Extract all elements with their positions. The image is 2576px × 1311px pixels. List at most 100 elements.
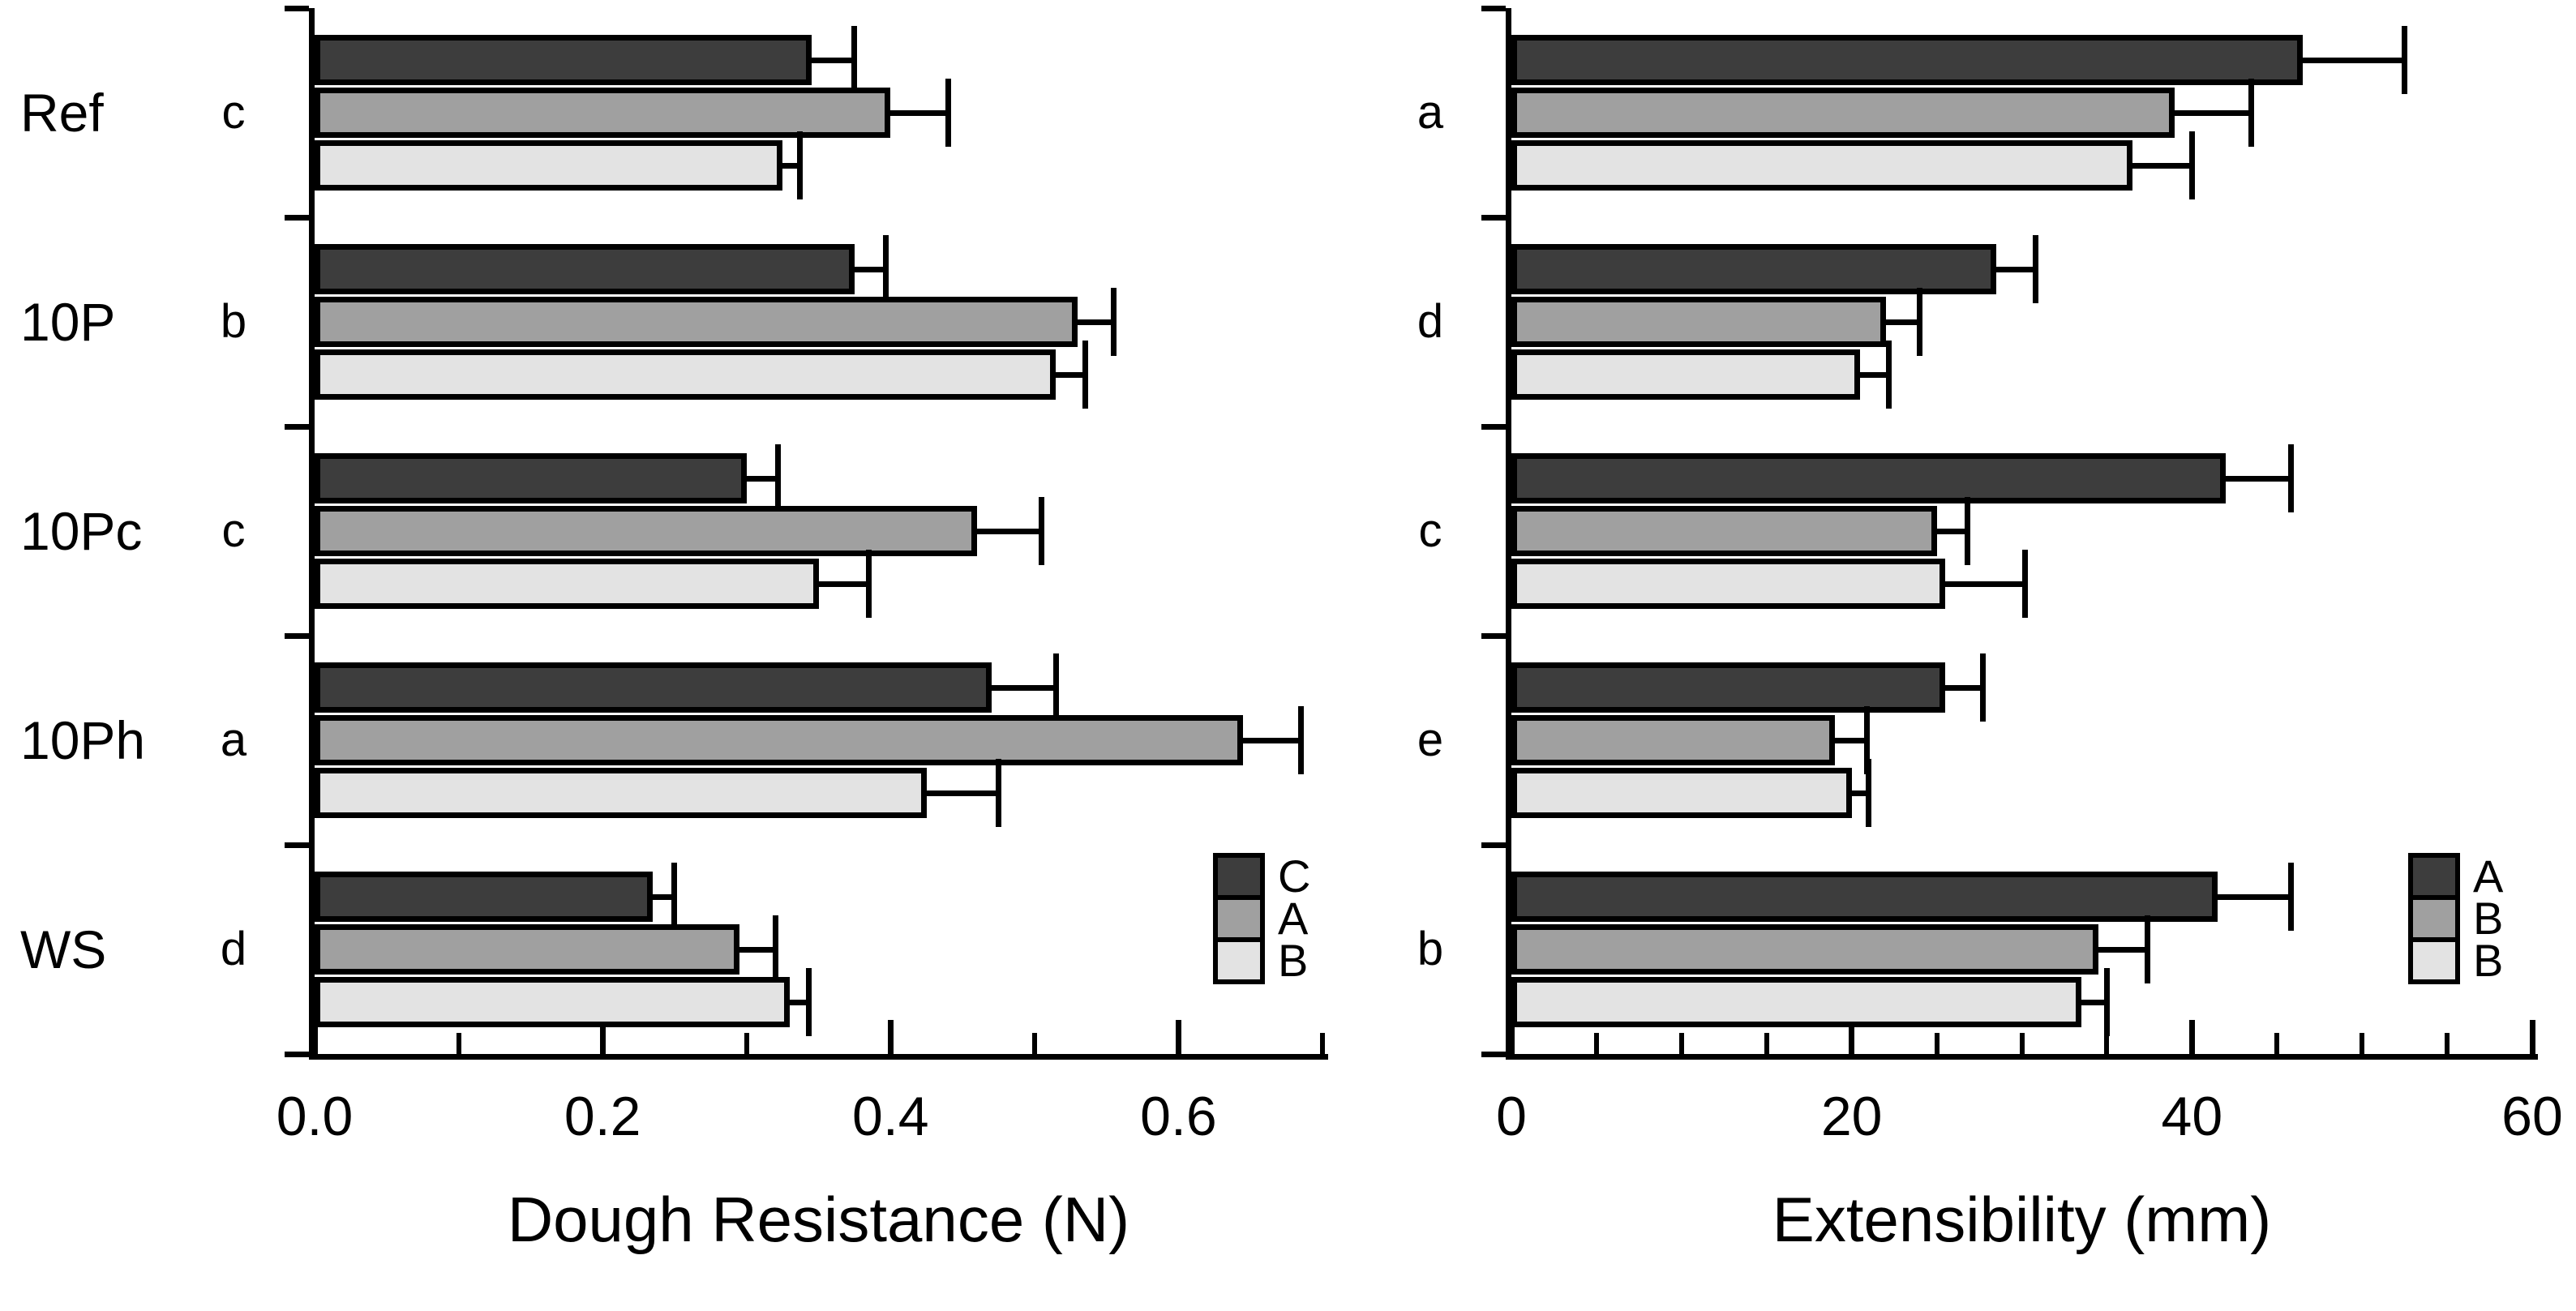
error-bar-cap bbox=[2248, 79, 2255, 147]
x-tick-label: 0.2 bbox=[564, 1086, 641, 1147]
x-axis bbox=[1506, 1054, 2538, 1060]
y-axis-boundary-tick bbox=[285, 424, 309, 430]
error-bar-cap bbox=[1979, 653, 1986, 722]
x-tick-label: 0.0 bbox=[276, 1086, 354, 1147]
y-axis-boundary-tick bbox=[285, 842, 309, 848]
y-axis-boundary-tick bbox=[1481, 633, 1506, 639]
error-bar-cap bbox=[2032, 235, 2038, 303]
error-bar-cap bbox=[851, 26, 858, 94]
error-bar-cap bbox=[1039, 497, 1045, 565]
bar bbox=[315, 768, 927, 818]
category-label: 10P bbox=[20, 292, 116, 352]
x-minor-tick bbox=[1764, 1033, 1769, 1054]
error-bar-cap bbox=[1886, 341, 1892, 409]
bar bbox=[315, 88, 891, 138]
bar bbox=[1511, 453, 2227, 503]
error-bar-line bbox=[1945, 684, 1983, 691]
category-label: Ref bbox=[20, 83, 104, 143]
bar bbox=[315, 453, 747, 503]
bar bbox=[1511, 924, 2098, 975]
y-axis-boundary-tick bbox=[1481, 424, 1506, 430]
legend-label: B bbox=[2473, 893, 2504, 944]
error-bar-cap bbox=[2145, 915, 2151, 983]
error-bar-line bbox=[1885, 319, 1920, 325]
error-bar-line bbox=[1078, 319, 1114, 325]
group-letter: e bbox=[1417, 713, 1444, 766]
error-bar-cap bbox=[2103, 968, 2110, 1036]
bar bbox=[1511, 35, 2303, 85]
y-axis-boundary-tick bbox=[1481, 1052, 1506, 1057]
bar bbox=[315, 349, 1057, 400]
x-minor-tick bbox=[2019, 1033, 2025, 1054]
y-axis-boundary-tick bbox=[285, 6, 309, 11]
bar bbox=[1511, 662, 1946, 713]
legend-label: A bbox=[2473, 850, 2504, 902]
bar bbox=[315, 244, 855, 294]
x-minor-tick bbox=[1678, 1033, 1684, 1054]
legend-label: B bbox=[1278, 935, 1309, 986]
x-major-tick bbox=[599, 1020, 606, 1054]
x-minor-tick bbox=[1934, 1033, 1940, 1054]
group-letter: c bbox=[221, 504, 246, 557]
error-bar-line bbox=[746, 475, 778, 482]
bar bbox=[315, 715, 1244, 765]
bar bbox=[1511, 715, 1835, 765]
legend-swatch bbox=[1213, 937, 1265, 984]
x-minor-tick bbox=[456, 1033, 461, 1054]
error-bar-cap bbox=[1917, 288, 1923, 356]
error-bar-line bbox=[2302, 57, 2405, 63]
legend-swatch bbox=[2408, 853, 2460, 900]
error-bar-cap bbox=[805, 968, 812, 1036]
bar bbox=[1511, 297, 1886, 347]
error-bar-line bbox=[1851, 790, 1869, 796]
bar bbox=[1511, 768, 1852, 818]
y-axis-boundary-tick bbox=[285, 215, 309, 221]
error-bar-cap bbox=[1082, 341, 1088, 409]
legend-swatch bbox=[2408, 937, 2460, 984]
group-letter: a bbox=[220, 713, 247, 766]
x-tick-label: 60 bbox=[2501, 1086, 2563, 1147]
error-bar-cap bbox=[2188, 131, 2195, 199]
x-axis-title: Dough Resistance (N) bbox=[507, 1184, 1130, 1255]
category-label: 10Pc bbox=[20, 501, 143, 561]
group-letter: c bbox=[1418, 504, 1442, 557]
x-minor-tick bbox=[1593, 1033, 1599, 1054]
x-minor-tick bbox=[2274, 1033, 2280, 1054]
bar bbox=[315, 35, 812, 85]
y-axis-boundary-tick bbox=[1481, 6, 1506, 11]
error-bar-line bbox=[782, 162, 800, 169]
error-bar-cap bbox=[995, 759, 1001, 827]
error-bar-cap bbox=[1297, 706, 1304, 774]
error-bar-line bbox=[991, 684, 1057, 691]
bar bbox=[315, 662, 992, 713]
error-bar-cap bbox=[796, 131, 803, 199]
error-bar-cap bbox=[775, 444, 782, 512]
group-letter: b bbox=[1417, 923, 1444, 975]
error-bar-line bbox=[976, 528, 1042, 534]
bar bbox=[1511, 349, 1861, 400]
x-major-tick bbox=[1508, 1020, 1515, 1054]
error-bar-line bbox=[1243, 737, 1301, 743]
legend-swatch bbox=[1213, 895, 1265, 942]
category-label: 10Ph bbox=[20, 710, 146, 770]
error-bar-line bbox=[1945, 581, 2025, 587]
error-bar-cap bbox=[1866, 759, 1872, 827]
group-letter: d bbox=[220, 923, 247, 975]
error-bar-line bbox=[1996, 266, 2036, 272]
y-axis-boundary-tick bbox=[1481, 215, 1506, 221]
bar bbox=[315, 297, 1078, 347]
x-minor-tick bbox=[1320, 1033, 1325, 1054]
x-minor-tick bbox=[2360, 1033, 2365, 1054]
x-tick-label: 40 bbox=[2161, 1086, 2223, 1147]
group-letter: c bbox=[221, 86, 246, 139]
error-bar-cap bbox=[866, 550, 872, 618]
error-bar-cap bbox=[2022, 550, 2029, 618]
bar bbox=[315, 924, 739, 975]
error-bar-cap bbox=[1964, 497, 1970, 565]
group-letter: b bbox=[220, 295, 247, 348]
error-bar-line bbox=[2081, 999, 2107, 1005]
error-bar-line bbox=[1860, 371, 1889, 378]
x-minor-tick bbox=[744, 1033, 749, 1054]
x-major-tick bbox=[1175, 1020, 1181, 1054]
